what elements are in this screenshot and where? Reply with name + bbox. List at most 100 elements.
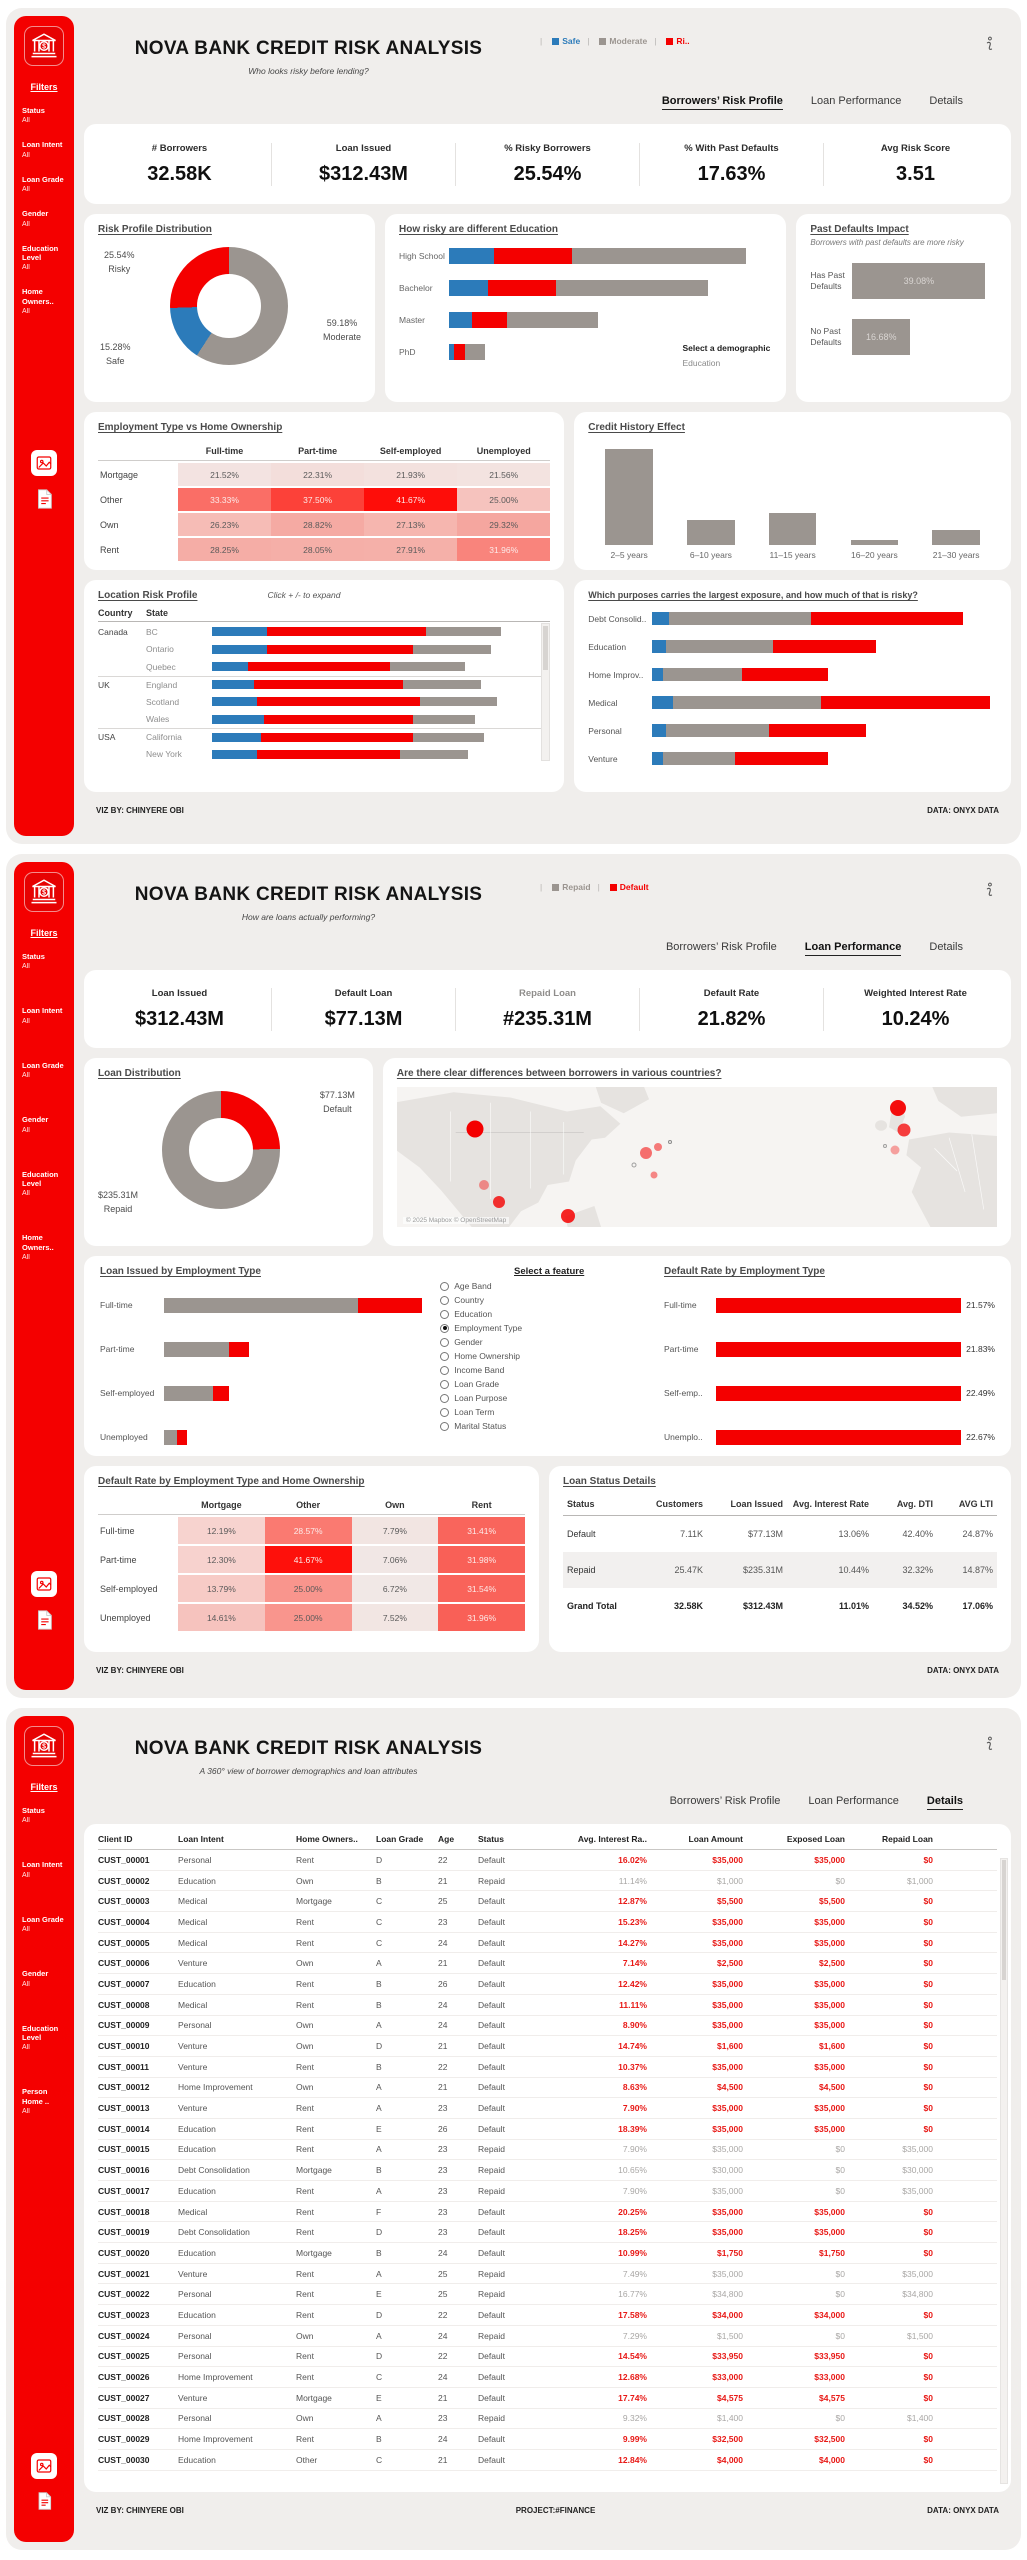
radio-icon[interactable] [440, 1337, 450, 1347]
table-row[interactable]: CUST_00006 Venture Own A 21 Default 7.14… [98, 1953, 997, 1975]
table-row[interactable]: CUST_00027 Venture Mortgage E 21 Default… [98, 2388, 997, 2409]
risk-donut-chart[interactable] [170, 247, 288, 365]
table-row[interactable]: CUST_00011 Venture Rent B 22 Default 10.… [98, 2057, 997, 2078]
table-row[interactable]: CUST_00018 Medical Rent F 23 Default 20.… [98, 2202, 997, 2223]
table-row[interactable]: CUST_00012 Home Improvement Own A 21 Def… [98, 2078, 997, 2099]
heatmap-cell[interactable]: 37.50% [271, 488, 365, 511]
filter-group[interactable]: Education Level All [22, 2024, 68, 2052]
info-icon[interactable] [971, 1726, 1007, 1814]
table-row[interactable]: Repaid 25.47K $235.31M 10.44% 32.32% 14.… [563, 1551, 997, 1588]
filter-group[interactable]: Home Owners.. All [22, 1233, 68, 1261]
filter-value[interactable]: All [22, 1190, 30, 1198]
world-map[interactable]: © 2025 Mapbox © OpenStreetMap [396, 1087, 997, 1227]
table-row[interactable]: CUST_00008 Medical Rent B 24 Default 11.… [98, 1995, 997, 2016]
legend-item[interactable]: Ri.. [647, 36, 690, 46]
table-row[interactable]: CUST_00019 Debt Consolidation Rent D 23 … [98, 2222, 997, 2244]
heatmap-cell[interactable]: 14.61% [178, 1604, 265, 1631]
feature-radio[interactable]: Loan Term [440, 1407, 658, 1417]
heatmap-cell[interactable]: 25.00% [264, 1575, 352, 1602]
radio-icon[interactable] [440, 1323, 450, 1333]
table-row[interactable]: CUST_00017 Education Rent A 23 Repaid 7.… [98, 2181, 997, 2202]
location-row[interactable]: UK England [98, 675, 551, 694]
heatmap-cell[interactable]: 25.00% [264, 1604, 352, 1631]
filter-value[interactable]: All [22, 1254, 30, 1261]
bar-row[interactable]: Part-time 21.83% [664, 1327, 995, 1371]
legend-item[interactable]: Moderate [580, 36, 647, 46]
location-row[interactable]: Quebec [98, 658, 550, 676]
filter-group[interactable]: Home Owners.. All [22, 287, 68, 315]
heatmap-cell[interactable]: 31.96% [457, 538, 551, 561]
radio-icon[interactable] [440, 1393, 450, 1403]
table-row[interactable]: CUST_00004 Medical Rent C 23 Default 15.… [98, 1912, 997, 1933]
expand-hint[interactable]: Click + /- to expand [267, 590, 341, 600]
table-row[interactable]: CUST_00025 Personal Rent D 22 Default 14… [98, 2347, 997, 2368]
heatmap-cell[interactable]: 41.67% [264, 1546, 352, 1573]
table-row[interactable]: CUST_00020 Education Mortgage B 24 Defau… [98, 2243, 997, 2264]
table-row[interactable]: CUST_00022 Personal Rent E 25 Repaid 16.… [98, 2284, 997, 2306]
radio-icon[interactable] [440, 1365, 450, 1375]
selector-value[interactable]: Education [682, 357, 721, 368]
heatmap-cell[interactable]: 26.23% [178, 513, 272, 536]
heatmap-cell[interactable]: 21.93% [364, 463, 458, 486]
heatmap-cell[interactable]: 31.96% [438, 1604, 525, 1631]
nav-tab[interactable]: Borrowers’ Risk Profile [661, 95, 783, 110]
nav-tab[interactable]: Details [926, 1795, 963, 1810]
table-row[interactable]: CUST_00014 Education Rent E 26 Default 1… [98, 2119, 997, 2140]
table-row[interactable]: CUST_00028 Personal Own A 23 Repaid 9.32… [98, 2409, 997, 2430]
bar-row[interactable]: Unemplo.. 22.67% [664, 1415, 995, 1459]
info-icon[interactable] [971, 26, 1007, 114]
filter-group[interactable]: Gender All [22, 1969, 68, 1987]
radio-icon[interactable] [440, 1351, 450, 1361]
heatmap-cell[interactable]: 7.52% [351, 1604, 439, 1631]
filter-value[interactable]: All [22, 186, 30, 194]
heatmap-cell[interactable]: 6.72% [351, 1575, 439, 1602]
bar-column[interactable]: 21–30 years [923, 449, 989, 560]
nav-tab[interactable]: Loan Performance [804, 941, 902, 956]
location-row[interactable]: Scotland [98, 693, 550, 711]
heatmap-cell[interactable]: 31.54% [438, 1575, 525, 1602]
heatmap-cell[interactable]: 21.52% [178, 463, 272, 486]
document-icon[interactable] [34, 2491, 54, 2516]
purpose-bar-row[interactable]: Personal [588, 720, 997, 741]
filter-group[interactable]: Status All [22, 952, 68, 970]
legend-item[interactable]: Repaid [533, 882, 591, 892]
bar-row[interactable]: Part-time [100, 1327, 422, 1371]
filter-group[interactable]: Loan Intent All [22, 1860, 68, 1878]
education-bar-row[interactable]: High School [399, 245, 772, 267]
nav-tab[interactable]: Loan Performance [808, 1795, 899, 1807]
bar-row[interactable]: Self-emp.. 22.49% [664, 1371, 995, 1415]
table-row[interactable]: CUST_00003 Medical Mortgage C 25 Default… [98, 1891, 997, 1913]
legend-item[interactable]: Safe [533, 36, 580, 46]
bar-row[interactable]: No Past Defaults 16.68% [810, 319, 997, 355]
feature-radio[interactable]: Home Ownership [440, 1351, 658, 1361]
filter-group[interactable]: Gender All [22, 1115, 68, 1133]
purpose-bar-row[interactable]: Medical [588, 692, 997, 713]
heatmap-cell[interactable]: 13.79% [178, 1575, 265, 1602]
heatmap-cell[interactable]: 28.57% [264, 1517, 352, 1544]
feature-radio[interactable]: Loan Purpose [440, 1393, 658, 1403]
filter-value[interactable]: All [22, 963, 30, 971]
scrollbar-thumb[interactable] [543, 626, 549, 670]
filter-group[interactable]: Status All [22, 106, 68, 124]
document-icon[interactable] [33, 488, 55, 515]
info-icon[interactable] [971, 872, 1007, 960]
location-row[interactable]: USA California [98, 728, 551, 746]
bar-column[interactable]: 11–15 years [760, 449, 826, 560]
heatmap-cell[interactable]: 7.79% [351, 1517, 439, 1544]
feature-radio[interactable]: Income Band [440, 1365, 658, 1375]
filter-group[interactable]: Person Home .. All [22, 2087, 68, 2115]
filter-value[interactable]: All [22, 2108, 30, 2115]
purpose-bar-row[interactable]: Home Improv.. [588, 664, 997, 685]
table-row[interactable]: CUST_00029 Home Improvement Rent B 24 De… [98, 2429, 997, 2450]
loan-donut-chart[interactable] [162, 1091, 280, 1209]
heatmap-cell[interactable]: 28.05% [271, 538, 365, 561]
bar-row[interactable]: Full-time [100, 1283, 423, 1327]
radio-icon[interactable] [440, 1379, 450, 1389]
heatmap-cell[interactable]: 41.67% [364, 488, 458, 511]
bar-column[interactable]: 16–20 years [842, 449, 908, 560]
feature-radio[interactable]: Gender [440, 1337, 658, 1347]
table-row[interactable]: CUST_00015 Education Rent A 23 Repaid 7.… [98, 2140, 997, 2161]
filter-value[interactable]: All [22, 2044, 30, 2052]
filter-group[interactable]: Education Level All [22, 244, 68, 272]
feature-radio[interactable]: Employment Type [440, 1323, 658, 1333]
